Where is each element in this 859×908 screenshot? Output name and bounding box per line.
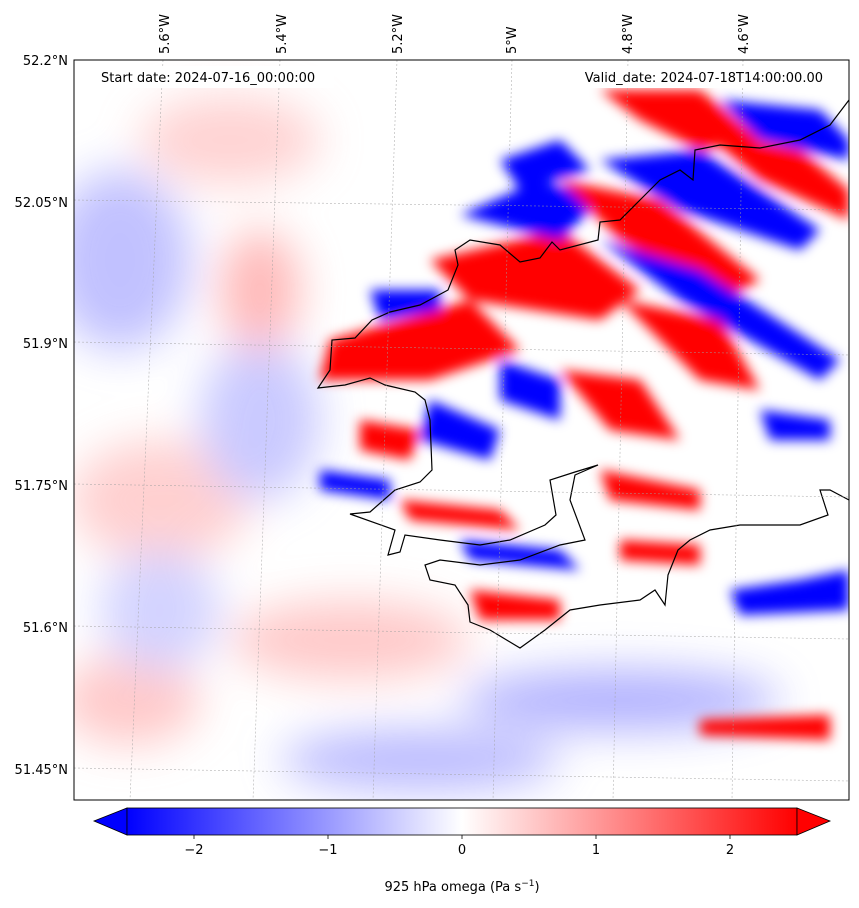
- colorbar-extend-max: [796, 807, 832, 836]
- coastline: [316, 99, 849, 649]
- colorbar-tick-label: −2: [184, 843, 203, 858]
- lon-tick-labels: 5.6°W 5.4°W 5.2°W 5°W 4.8°W 4.6°W: [158, 14, 752, 54]
- colorbar-tick-label: 0: [458, 843, 466, 858]
- omega-field: [74, 60, 849, 800]
- colorbar-tick-label: 2: [726, 843, 734, 858]
- lat-label-51.6n: 51.6°N: [23, 621, 68, 636]
- lon-label-4.6w: 4.6°W: [737, 14, 752, 54]
- lat-label-52.2n: 52.2°N: [23, 54, 68, 69]
- colorbar-label-text: 925 hPa omega: [384, 880, 485, 895]
- start-date-box: [94, 66, 334, 88]
- map-frame: [73, 59, 850, 801]
- lat-label-51.45n: 51.45°N: [15, 763, 68, 778]
- colorbar-unit: Pa s: [495, 880, 521, 895]
- colorbar-ticks: −2 −1 0 1 2: [184, 835, 734, 858]
- lon-label-5w: 5°W: [505, 26, 520, 54]
- colorbar-bar: [126, 807, 798, 836]
- colorbar-tick-label: −1: [318, 843, 337, 858]
- colorbar-extend-min: [92, 807, 128, 836]
- start-date-label: Start date: 2024-07-16_00:00:00: [101, 71, 315, 86]
- lat-label-52.05n: 52.05°N: [15, 196, 68, 211]
- lat-label-51.9n: 51.9°N: [23, 337, 68, 352]
- colorbar-label: 925 hPa omega (Pa s−1): [384, 879, 539, 895]
- valid-date-box: [562, 66, 830, 88]
- lat-label-51.75n: 51.75°N: [15, 479, 68, 494]
- lon-label-5.2w: 5.2°W: [391, 14, 406, 54]
- colorbar-unit-exponent: −1: [521, 879, 534, 889]
- lon-label-5.4w: 5.4°W: [275, 14, 290, 54]
- colorbar-tick-label: 1: [592, 843, 600, 858]
- lat-tick-labels: 52.2°N 52.05°N 51.9°N 51.75°N 51.6°N 51.…: [15, 54, 68, 778]
- valid-date-label: Valid_date: 2024-07-18T14:00:00.00: [585, 71, 823, 86]
- lon-label-5.6w: 5.6°W: [158, 14, 173, 54]
- colorbar: −2 −1 0 1 2 925 hPa omega (Pa s−1): [92, 807, 832, 895]
- lon-label-4.8w: 4.8°W: [621, 14, 636, 54]
- graticule: [74, 60, 849, 800]
